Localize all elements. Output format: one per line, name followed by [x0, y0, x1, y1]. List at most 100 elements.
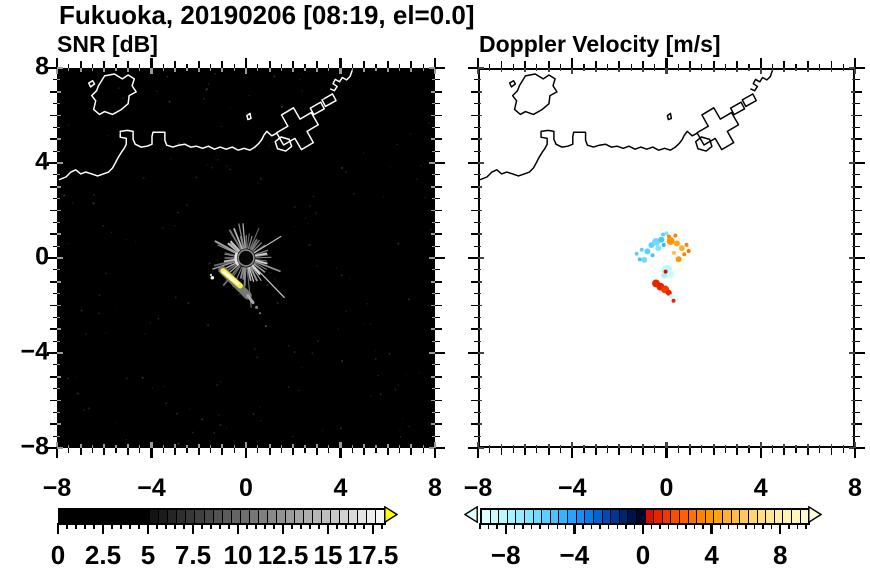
noise-speckle	[63, 194, 66, 197]
noise-speckle	[67, 377, 69, 380]
colorbar-cell	[349, 510, 359, 523]
axis-tick	[432, 293, 435, 295]
axis-tick	[583, 445, 585, 448]
axis-tick	[830, 68, 833, 72]
colorbar-tick	[120, 523, 122, 529]
colorbar-arrow	[463, 505, 478, 524]
axis-tick	[103, 61, 106, 68]
axis-tick	[429, 446, 435, 450]
axis-tick	[431, 423, 435, 426]
colorbar-cell	[731, 510, 741, 523]
colorbar-cell	[204, 510, 214, 523]
colorbar-tick	[710, 523, 713, 534]
noise-speckle	[85, 333, 87, 335]
axis-tick	[292, 68, 295, 72]
snr-panel-title: SNR [dB]	[57, 31, 158, 57]
axis-tick	[431, 280, 435, 283]
colorbar-tick	[659, 523, 661, 529]
axis-tick	[748, 63, 750, 68]
noise-speckle	[67, 124, 70, 126]
axis-tick	[852, 388, 855, 390]
axis-tick	[654, 448, 656, 453]
noise-speckle	[166, 75, 169, 78]
noise-speckle	[298, 389, 300, 392]
axis-tick	[50, 209, 57, 212]
axis-tick	[435, 174, 440, 176]
axis-tick	[435, 364, 440, 366]
axis-tick	[57, 304, 61, 307]
noise-speckle	[92, 193, 96, 196]
velocity-point	[675, 256, 682, 263]
axis-tick	[594, 61, 597, 68]
axis-tick	[852, 316, 855, 318]
axis-tick	[853, 442, 857, 448]
axis-tick	[433, 68, 437, 74]
axis-tick	[489, 63, 491, 68]
noise-speckle	[174, 296, 177, 299]
axis-tick	[328, 68, 330, 71]
colorbar-cell	[159, 510, 169, 523]
coastline-harbor-quay-2	[321, 93, 337, 108]
axis-tick	[759, 448, 762, 458]
noise-speckle	[105, 272, 108, 275]
axis-tick	[57, 126, 60, 128]
axis-tick	[47, 351, 57, 355]
axis-tick	[547, 448, 550, 455]
noise-speckle	[76, 392, 79, 395]
noise-speckle	[415, 178, 418, 180]
axis-tick	[126, 68, 129, 72]
colorbar-cell	[585, 510, 594, 523]
axis-tick	[52, 150, 57, 152]
axis-tick	[654, 63, 656, 68]
axis-tick	[500, 448, 503, 455]
coastline-islet-south	[694, 136, 713, 152]
noise-speckle	[335, 267, 337, 269]
noise-speckle	[420, 164, 422, 167]
axis-tick	[473, 435, 478, 437]
colorbar-cell	[533, 510, 543, 523]
noise-speckle	[312, 195, 315, 198]
axis-tick	[57, 138, 61, 141]
axis-tick	[431, 399, 435, 402]
noise-speckle	[363, 322, 365, 325]
axis-tick	[126, 61, 129, 68]
axis-tick	[853, 58, 857, 68]
axis-tick	[724, 445, 726, 448]
colorbar-cell	[168, 510, 178, 523]
noise-speckle	[341, 360, 344, 362]
axis-tick	[783, 448, 786, 455]
axis-tick	[712, 61, 715, 68]
axis-tick	[435, 256, 445, 260]
axis-tick	[842, 448, 844, 453]
axis-tick	[79, 444, 82, 448]
axis-tick	[55, 68, 59, 74]
velocity-point	[669, 294, 674, 299]
axis-tick	[68, 63, 70, 68]
colorbar-cell	[195, 510, 205, 523]
velocity-point	[655, 245, 662, 252]
colorbar-cell	[757, 510, 767, 523]
colorbar-tick	[363, 523, 365, 529]
colorbar-tick	[770, 523, 773, 529]
axis-tick	[103, 448, 106, 455]
axis-tick	[855, 423, 862, 426]
axis-tick	[701, 448, 703, 453]
noise-speckle	[195, 176, 198, 179]
axis-tick	[139, 68, 141, 71]
axis-tick	[435, 435, 440, 437]
axis-tick	[771, 63, 774, 68]
axis-tick	[851, 209, 855, 212]
axis-tick	[842, 63, 844, 68]
axis-tick	[280, 445, 283, 448]
velocity-point	[639, 247, 644, 252]
clutter-ray	[254, 252, 268, 257]
axis-tick	[47, 256, 57, 260]
noise-speckle	[151, 387, 154, 389]
colorbar-tick	[354, 523, 356, 529]
axis-tick	[435, 351, 445, 355]
clutter-ray	[242, 267, 246, 280]
axis-tick	[478, 304, 482, 307]
clutter-ray	[213, 259, 238, 267]
colorbar-cell	[330, 510, 340, 523]
colorbar-cell	[222, 510, 232, 523]
